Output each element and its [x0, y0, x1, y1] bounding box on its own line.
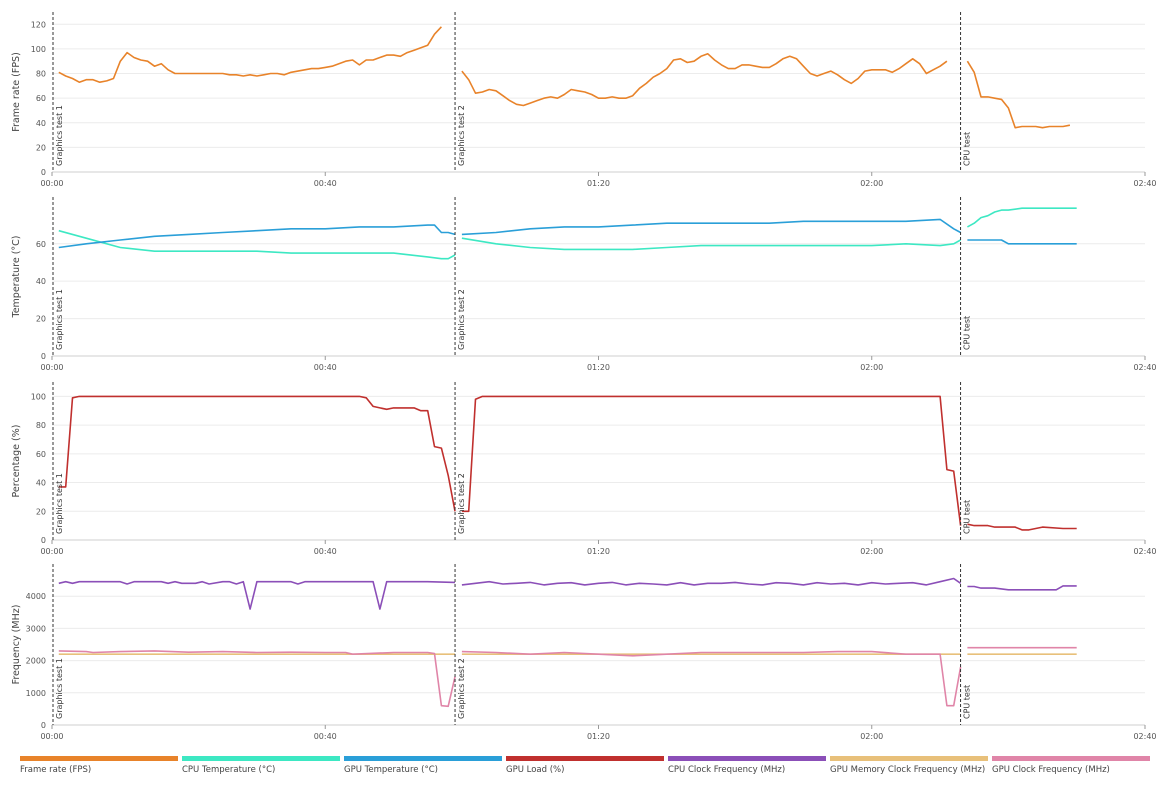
legend-swatch: [992, 756, 1150, 761]
series-line-gpu-clock-frequency-mhz: [461, 650, 962, 707]
test-marker-label: CPU test: [963, 685, 972, 719]
series-line-frame-rate-fps: [58, 26, 442, 83]
legend: Frame rate (FPS) CPU Temperature (°C) GP…: [20, 756, 1160, 780]
x-tick-label: 02:40: [1133, 179, 1156, 188]
series-line-cpu-temperature-c: [967, 207, 1077, 228]
y-tick-label: 20: [36, 143, 46, 152]
series-line-gpu-temperature-c: [967, 239, 1077, 245]
y-tick-label: 1000: [26, 689, 46, 698]
y-tick-label: 20: [36, 507, 46, 516]
x-tick-label: 02:00: [860, 179, 883, 188]
legend-swatch: [506, 756, 664, 761]
y-tick-label: 2000: [26, 657, 46, 666]
x-tick-label: 00:40: [314, 363, 337, 372]
y-tick-label: 0: [41, 721, 46, 730]
legend-swatch: [668, 756, 826, 761]
test-marker-label: Graphics test 1: [55, 658, 64, 719]
y-axis-title: Frame rate (FPS): [11, 52, 22, 132]
x-tick-label: 02:00: [860, 363, 883, 372]
series-line-cpu-temperature-c: [58, 229, 456, 260]
y-tick-label: 60: [36, 240, 46, 249]
series-line-frame-rate-fps: [966, 60, 1071, 129]
legend-label: CPU Temperature (°C): [182, 765, 276, 775]
test-marker-label: CPU test: [963, 132, 972, 166]
series-line-cpu-clock-frequency-mhz: [967, 585, 1077, 591]
test-marker-label: Graphics test 1: [55, 289, 64, 350]
series-line-gpu-load: [967, 523, 1077, 531]
x-tick-label: 00:40: [314, 547, 337, 556]
x-tick-label: 00:40: [314, 179, 337, 188]
y-tick-label: 20: [36, 315, 46, 324]
legend-swatch: [344, 756, 502, 761]
x-tick-label: 00:00: [40, 547, 63, 556]
series-line-gpu-clock-frequency-mhz: [58, 650, 456, 708]
x-tick-label: 02:00: [860, 547, 883, 556]
y-tick-label: 60: [36, 94, 46, 103]
series-line-gpu-load: [58, 395, 456, 512]
legend-label: GPU Memory Clock Frequency (MHz): [830, 765, 986, 775]
x-tick-label: 02:00: [860, 732, 883, 741]
y-tick-label: 0: [41, 168, 46, 177]
y-tick-label: 80: [36, 421, 46, 430]
series-line-gpu-temperature-c: [58, 224, 456, 249]
test-marker-label: Graphics test 1: [55, 473, 64, 534]
y-tick-label: 40: [36, 277, 46, 286]
test-marker-label: Graphics test 2: [457, 105, 466, 166]
x-tick-label: 02:40: [1133, 363, 1156, 372]
test-marker-label: Graphics test 1: [55, 105, 64, 166]
series-line-cpu-temperature-c: [461, 237, 961, 251]
x-tick-label: 01:20: [587, 363, 610, 372]
x-tick-label: 00:00: [40, 179, 63, 188]
panel-3: 0 20 40 60 80 100 00:00 00:40 01:20 02:00 02:40 Per…: [11, 382, 1157, 556]
y-tick-label: 120: [31, 20, 46, 29]
test-marker-label: CPU test: [963, 500, 972, 534]
legend-label: GPU Temperature (°C): [344, 765, 438, 775]
y-tick-label: 100: [31, 392, 46, 401]
series-line-gpu-load: [461, 395, 962, 526]
x-tick-label: 00:40: [314, 732, 337, 741]
x-tick-label: 02:40: [1133, 547, 1156, 556]
x-tick-label: 02:40: [1133, 732, 1156, 741]
panel-1: 0 20 40 60 80 100 120 00:00 00:40 01:20 02:00 02:40…: [11, 12, 1157, 188]
y-tick-label: 100: [31, 45, 46, 54]
y-tick-label: 0: [41, 352, 46, 361]
x-tick-label: 01:20: [587, 179, 610, 188]
x-tick-label: 00:00: [40, 363, 63, 372]
y-tick-label: 3000: [26, 624, 46, 633]
legend-swatch: [182, 756, 340, 761]
series-line-gpu-temperature-c: [461, 218, 961, 236]
x-tick-label: 01:20: [587, 732, 610, 741]
test-marker-label: Graphics test 2: [457, 473, 466, 534]
series-line-frame-rate-fps: [461, 52, 948, 107]
series-line-cpu-clock-frequency-mhz: [461, 577, 962, 586]
x-tick-label: 00:00: [40, 732, 63, 741]
y-axis-title: Frequency (MHz): [11, 605, 22, 685]
test-marker-label: CPU test: [963, 316, 972, 350]
legend-label: GPU Load (%): [506, 765, 565, 775]
y-tick-label: 40: [36, 479, 46, 488]
panel-2: 0 20 40 60 00:00 00:40 01:20 02:00 02:40 Temperat…: [11, 197, 1157, 372]
y-tick-label: 60: [36, 450, 46, 459]
legend-label: GPU Clock Frequency (MHz): [992, 765, 1110, 775]
y-tick-label: 4000: [26, 592, 46, 601]
test-marker-label: Graphics test 2: [457, 658, 466, 719]
legend-label: Frame rate (FPS): [20, 765, 92, 775]
y-axis-title: Temperature (°C): [11, 236, 22, 319]
series-line-cpu-clock-frequency-mhz: [58, 580, 456, 610]
legend-swatch: [20, 756, 178, 761]
panel-4: 0 1000 2000 3000 4000 00:00 00:40 01:20 02:00 02:…: [11, 564, 1157, 741]
legend-swatch: [830, 756, 988, 761]
legend-label: CPU Clock Frequency (MHz): [668, 765, 786, 775]
benchmark-charts: 0 20 40 60 80 100 120 00:00 00:40 01:20 02:00 02:40…: [11, 12, 1157, 741]
y-tick-label: 40: [36, 119, 46, 128]
y-axis-title: Percentage (%): [11, 425, 22, 498]
y-tick-label: 80: [36, 70, 46, 79]
y-tick-label: 0: [41, 536, 46, 545]
x-tick-label: 01:20: [587, 547, 610, 556]
test-marker-label: Graphics test 2: [457, 289, 466, 350]
